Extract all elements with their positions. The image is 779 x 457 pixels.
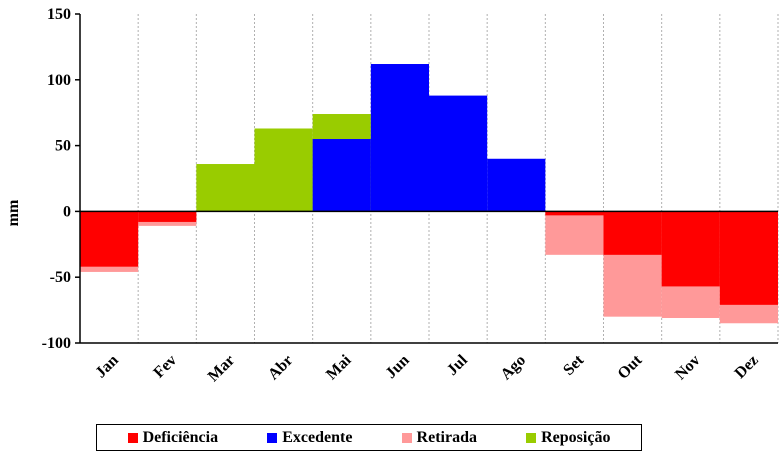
- axes: [75, 13, 778, 344]
- legend-item-retirada: Retirada: [401, 428, 477, 447]
- bar-excedente-jun: [370, 64, 429, 212]
- legend-swatch-retirada: [401, 432, 412, 443]
- legend-item-reposicao: Reposição: [526, 429, 610, 447]
- bar-excedente-jul: [429, 95, 488, 212]
- bar-reposição-abr: [254, 128, 313, 212]
- legend-swatch-deficiencia: [127, 432, 138, 443]
- bar-deficiência-jan: [80, 211, 139, 267]
- legend: Deficiência Excedente Retirada Reposição: [96, 424, 642, 451]
- y-axis-label: mm: [5, 199, 22, 226]
- y-tick-label: -50: [50, 269, 71, 286]
- x-tick-label: Jul: [444, 351, 472, 379]
- legend-label-deficiencia: Deficiência: [142, 428, 219, 446]
- x-tick-label: Nov: [672, 352, 704, 384]
- y-tick-label: 150: [47, 6, 71, 23]
- bar-deficiência-nov: [661, 211, 720, 287]
- x-tick-label: Out: [615, 351, 646, 382]
- y-tick-label: -100: [42, 335, 71, 352]
- legend-label-excedente: Excedente: [282, 428, 353, 446]
- legend-item-excedente: Excedente: [267, 429, 352, 447]
- bars: [80, 64, 778, 324]
- x-tick-label: Ago: [498, 352, 530, 384]
- legend-swatch-reposicao: [526, 432, 537, 443]
- y-tick-label: 0: [63, 203, 71, 220]
- x-tick-label: Jun: [382, 352, 412, 382]
- x-tick-label: Mai: [323, 351, 355, 383]
- bar-deficiência-fev: [138, 211, 197, 222]
- bar-excedente-ago: [487, 158, 546, 212]
- legend-swatch-excedente: [267, 432, 278, 443]
- y-tick-labels: -100 -50 0 50 100 150: [42, 6, 71, 352]
- x-tick-label: Mar: [205, 352, 238, 385]
- legend-item-deficiencia: Deficiência: [127, 428, 219, 447]
- bar-excedente-mai: [312, 139, 371, 212]
- x-tick-label: Dez: [732, 352, 762, 382]
- y-tick-label: 50: [55, 138, 71, 155]
- bar-deficiência-set: [545, 211, 604, 216]
- legend-label-reposicao: Reposição: [541, 428, 611, 446]
- x-tick-labels: Jan Fev Mar Abr Mai Jun Jul Ago Set Out Nov Dez: [92, 351, 761, 385]
- y-tick-label: 100: [47, 72, 71, 89]
- x-tick-label: Jan: [92, 352, 122, 382]
- x-tick-label: Abr: [265, 352, 297, 384]
- bar-retirada-set: [545, 211, 604, 255]
- x-tick-label: Set: [560, 351, 588, 379]
- legend-label-retirada: Retirada: [416, 428, 477, 446]
- bar-reposição-mar: [196, 164, 255, 212]
- bar-deficiência-out: [603, 211, 662, 255]
- bar-deficiência-dez: [719, 211, 778, 305]
- x-tick-label: Fev: [150, 352, 180, 382]
